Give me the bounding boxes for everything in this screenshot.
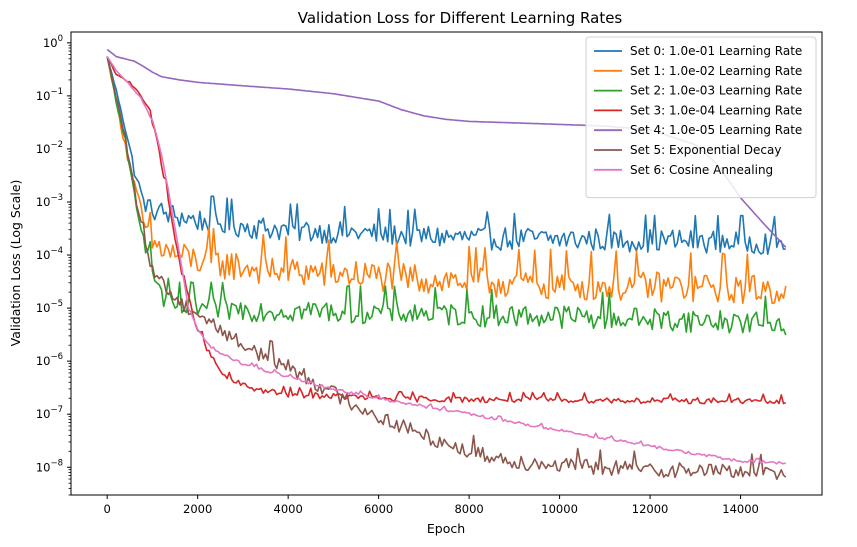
series-line-5 xyxy=(106,56,787,481)
y-tick-base: 10 xyxy=(36,89,51,103)
y-tick-exponent: −1 xyxy=(50,87,63,97)
y-tick-label: 10−6 xyxy=(36,352,63,368)
y-tick-base: 10 xyxy=(36,301,51,315)
x-axis-label: Epoch xyxy=(427,521,465,536)
x-axis: 0 2000 4000 6000 8000 10000 12000 14000 xyxy=(104,495,759,516)
y-tick-base: 10 xyxy=(36,407,51,421)
series-line-1 xyxy=(106,56,787,305)
x-tick-label: 14000 xyxy=(722,502,759,516)
series-line-0 xyxy=(106,56,786,255)
series-line-2 xyxy=(106,56,787,336)
y-tick-exponent: −4 xyxy=(50,246,63,256)
y-tick-base: 10 xyxy=(36,142,51,156)
plot-area xyxy=(70,31,823,496)
y-tick-base: 10 xyxy=(36,354,51,368)
y-tick-label: 10−7 xyxy=(36,405,63,421)
legend-box xyxy=(585,36,817,199)
legend: Set 0: 1.0e-01 Learning Rate Set 1: 1.0e-… xyxy=(585,36,817,199)
legend-label: Set 1: 1.0e-02 Learning Rate xyxy=(630,64,802,78)
y-tick-label: 10−5 xyxy=(36,299,63,315)
legend-label: Set 0: 1.0e-01 Learning Rate xyxy=(630,44,802,58)
x-tick-label: 10000 xyxy=(541,502,578,516)
y-tick-exponent: −8 xyxy=(50,458,63,468)
y-tick-base: 10 xyxy=(36,248,51,262)
legend-label: Set 4: 1.0e-05 Learning Rate xyxy=(630,123,802,137)
y-tick-exponent: −3 xyxy=(50,193,63,203)
y-tick-exponent: −5 xyxy=(50,299,63,309)
x-tick-label: 4000 xyxy=(274,502,303,516)
legend-label: Set 2: 1.0e-03 Learning Rate xyxy=(630,84,802,98)
y-tick-base: 10 xyxy=(43,36,58,50)
x-tick-label: 0 xyxy=(104,502,111,516)
legend-label: Set 5: Exponential Decay xyxy=(630,143,781,157)
y-tick-label: 10−8 xyxy=(36,458,63,474)
legend-label: Set 6: Cosine Annealing xyxy=(630,163,773,177)
y-tick-label: 10−1 xyxy=(36,87,63,103)
y-tick-exponent: −7 xyxy=(50,405,63,415)
x-tick-label: 2000 xyxy=(183,502,212,516)
series-line-3 xyxy=(106,56,787,405)
y-tick-exponent: −6 xyxy=(50,352,63,362)
y-tick-exponent: 0 xyxy=(58,34,63,44)
y-tick-label: 10−3 xyxy=(36,193,63,209)
y-tick-label: 100 xyxy=(43,34,63,50)
y-axis-label: Validation Loss (Log Scale) xyxy=(8,180,23,347)
x-tick-label: 12000 xyxy=(632,502,669,516)
series-line-6 xyxy=(106,56,787,465)
y-tick-base: 10 xyxy=(36,460,51,474)
y-tick-label: 10−2 xyxy=(36,140,63,156)
x-tick-label: 8000 xyxy=(454,502,483,516)
y-tick-base: 10 xyxy=(36,195,51,209)
y-tick-label: 10−4 xyxy=(36,246,63,262)
x-tick-label: 6000 xyxy=(364,502,393,516)
y-tick-exponent: −2 xyxy=(50,140,63,150)
chart-title: Validation Loss for Different Learning R… xyxy=(298,9,623,27)
legend-label: Set 3: 1.0e-04 Learning Rate xyxy=(630,103,802,117)
